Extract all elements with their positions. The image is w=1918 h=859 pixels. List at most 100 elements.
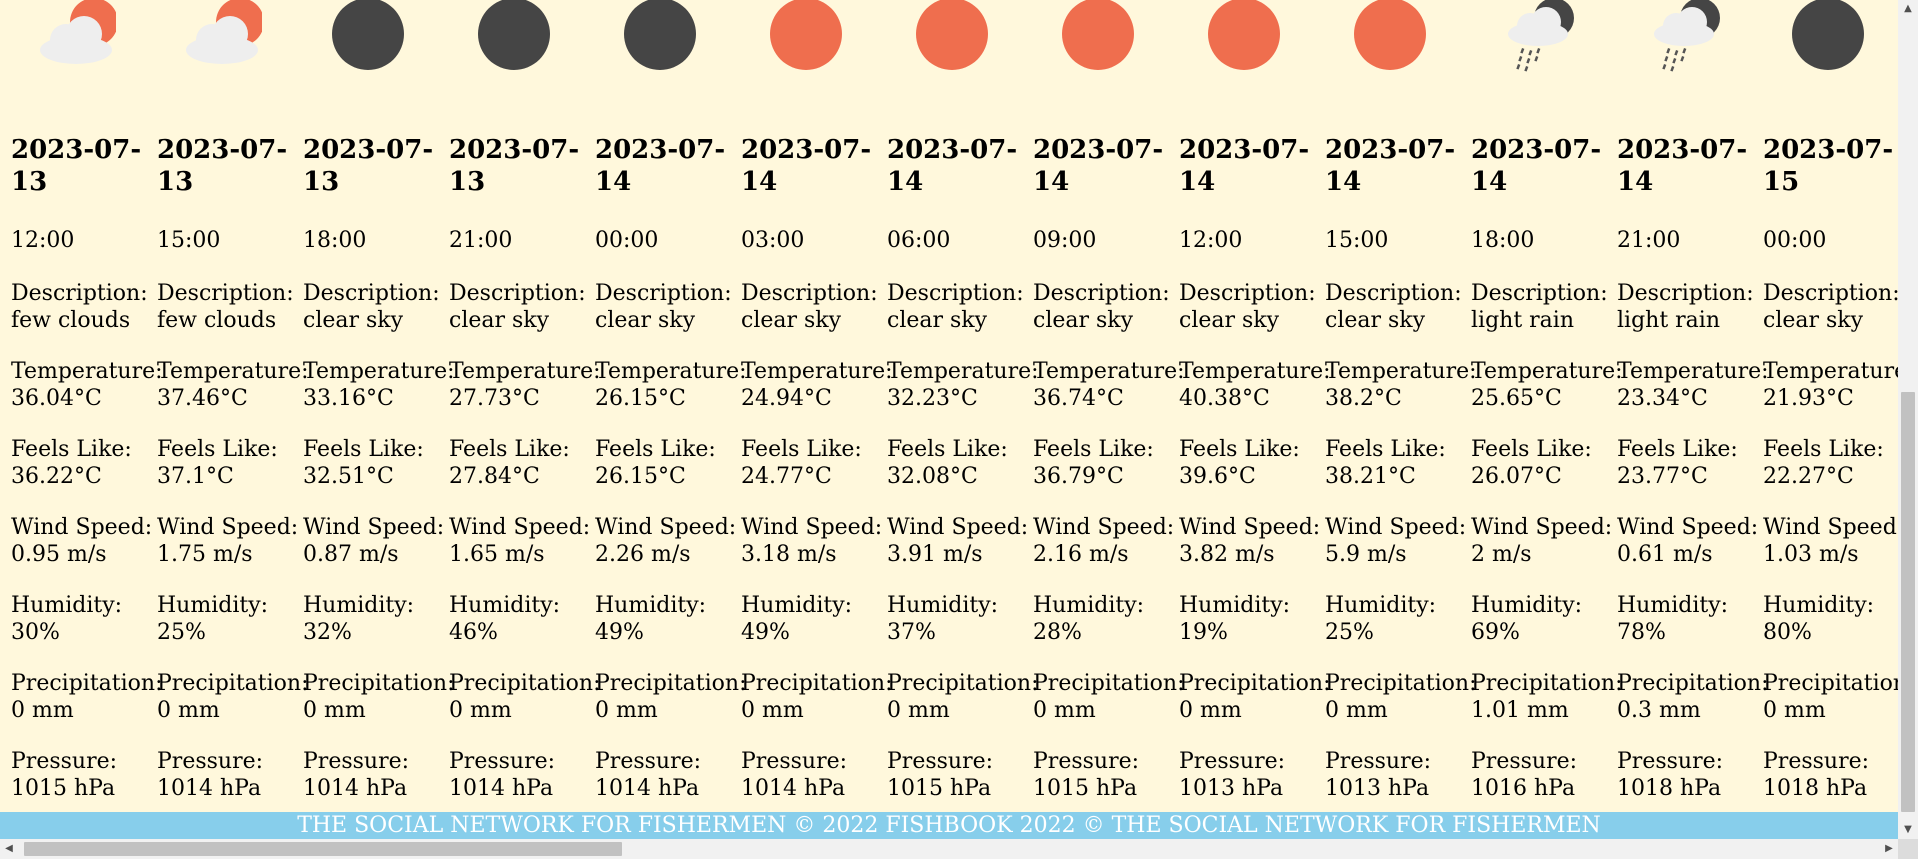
forecast-hum-label: Humidity: xyxy=(449,593,561,618)
forecast-feels-value: 27.84°C xyxy=(449,464,540,489)
forecast-wind-label: Wind Speed: xyxy=(449,515,591,540)
forecast-temp-value: 21.93°C xyxy=(1763,386,1854,411)
forecast-wind-label: Wind Speed: xyxy=(303,515,445,540)
forecast-desc-value: few clouds xyxy=(11,308,131,333)
forecast-precip-label: Precipitation: xyxy=(303,671,455,696)
forecast-feels-value: 36.79°C xyxy=(1033,464,1124,489)
forecast-feels-value: 37.1°C xyxy=(157,464,234,489)
forecast-temp: Temperature: 23.34°C xyxy=(1617,358,1769,412)
forecast-hum-label: Humidity: xyxy=(1033,593,1145,618)
forecast-desc-value: clear sky xyxy=(303,308,404,333)
forecast-precip-label: Precipitation: xyxy=(1763,671,1898,696)
forecast-hum: Humidity: 30% xyxy=(11,592,122,646)
forecast-precip: Precipitation:0 mm xyxy=(1325,670,1476,724)
vertical-scrollbar[interactable]: ▲ ▼ xyxy=(1898,0,1918,839)
scroll-left-arrow-icon[interactable]: ◀ xyxy=(5,843,13,854)
forecast-date: 2023-07-14 xyxy=(1179,135,1310,197)
forecast-time: 21:00 xyxy=(1617,228,1681,253)
forecast-hum: Humidity: 46% xyxy=(449,592,560,646)
forecast-precip-label: Precipitation: xyxy=(11,671,163,696)
forecast-hum: Humidity: 49% xyxy=(741,592,852,646)
forecast-temp: Temperature:21.93°C xyxy=(1763,358,1898,412)
forecast-wind-value: 3.18 m/s xyxy=(741,542,837,567)
forecast-hum-label: Humidity: xyxy=(1179,593,1291,618)
forecast-hum: Humidity: 37% xyxy=(887,592,998,646)
forecast-hum-value: 28% xyxy=(1033,620,1082,645)
forecast-wind: Wind Speed: 0.61 m/s xyxy=(1617,514,1758,568)
forecast-desc-label: Description: xyxy=(741,281,878,306)
forecast-feels: Feels Like: 32.51°C xyxy=(303,436,424,490)
forecast-feels: Feels Like: 32.08°C xyxy=(887,436,1008,490)
footer-text: THE SOCIAL NETWORK FOR FISHERMEN © 2022 … xyxy=(297,813,1601,838)
scroll-down-arrow-icon[interactable]: ▼ xyxy=(1904,824,1912,835)
forecast-wind-label: Wind Speed: xyxy=(1033,515,1175,540)
forecast-press-value: 1014 hPa xyxy=(303,776,408,801)
forecast-column: 2023-07-13 21:00 Description: clear sky Temp… xyxy=(438,0,601,812)
forecast-column: 2023-07-14 12:00 Description: clear sky Temp… xyxy=(1168,0,1331,812)
forecast-time: 03:00 xyxy=(741,228,805,253)
forecast-time: 06:00 xyxy=(887,228,951,253)
forecast-date: 2023-07-13 xyxy=(303,135,434,197)
forecast-desc-value: clear sky xyxy=(1763,308,1864,333)
forecast-desc: Description: clear sky xyxy=(741,280,878,334)
forecast-time: 18:00 xyxy=(303,228,367,253)
forecast-date: 2023-07-15 xyxy=(1763,135,1894,197)
forecast-wind-value: 0.95 m/s xyxy=(11,542,107,567)
forecast-column: 2023-07-13 18:00 Description: clear sky Temp… xyxy=(292,0,455,812)
forecast-temp-label: Temperature: xyxy=(1471,359,1623,384)
forecast-hum: Humidity: 49% xyxy=(595,592,706,646)
forecast-temp-value: 26.15°C xyxy=(595,386,686,411)
forecast-hum-label: Humidity: xyxy=(741,593,853,618)
forecast-precip-value: 0 mm xyxy=(887,698,950,723)
forecast-feels-value: 23.77°C xyxy=(1617,464,1708,489)
forecast-desc-value: clear sky xyxy=(1179,308,1280,333)
forecast-press: Pressure: 1014 hPa xyxy=(595,748,701,802)
vertical-scrollbar-thumb[interactable] xyxy=(1901,392,1915,812)
clear-sky-day-icon xyxy=(770,0,842,70)
forecast-press: Pressure: 1015 hPa xyxy=(887,748,993,802)
forecast-time: 12:00 xyxy=(11,228,75,253)
forecast-feels-label: Feels Like: xyxy=(303,437,424,462)
forecast-column: 2023-07-14 00:00 Description: clear sky Temp… xyxy=(584,0,747,812)
forecast-hum-value: 25% xyxy=(157,620,206,645)
forecast-precip-value: 0 mm xyxy=(157,698,220,723)
forecast-wind: Wind Speed: 2.16 m/s xyxy=(1033,514,1174,568)
forecast-temp-label: Temperature: xyxy=(449,359,601,384)
light-rain-night-icon xyxy=(1508,0,1574,72)
forecast-precip: Precipitation:0 mm xyxy=(303,670,454,724)
forecast-wind: Wind Speed: 2.26 m/s xyxy=(595,514,736,568)
forecast-hum-value: 19% xyxy=(1179,620,1228,645)
clear-sky-day-icon xyxy=(1062,0,1134,70)
forecast-press-value: 1015 hPa xyxy=(11,776,116,801)
horizontal-scrollbar-thumb[interactable] xyxy=(24,842,622,856)
forecast-press: Pressure: 1014 hPa xyxy=(303,748,409,802)
forecast-hum: Humidity: 25% xyxy=(1325,592,1436,646)
forecast-desc-value: clear sky xyxy=(887,308,988,333)
forecast-temp-label: Temperature: xyxy=(741,359,893,384)
forecast-desc-label: Description: xyxy=(1471,281,1608,306)
forecast-column: 2023-07-14 18:00 Description: light rain Tem… xyxy=(1460,0,1623,812)
forecast-press-value: 1014 hPa xyxy=(157,776,262,801)
forecast-precip: Precipitation:0 mm xyxy=(887,670,1038,724)
forecast-wind-value: 2.26 m/s xyxy=(595,542,691,567)
forecast-column: 2023-07-15 00:00 Description: clear sky Temp… xyxy=(1752,0,1898,812)
forecast-wind-label: Wind Speed: xyxy=(887,515,1029,540)
forecast-temp-label: Temperature: xyxy=(303,359,455,384)
forecast-wind: Wind Speed: 0.87 m/s xyxy=(303,514,444,568)
forecast-temp-label: Temperature: xyxy=(1179,359,1331,384)
forecast-precip-label: Precipitation: xyxy=(887,671,1039,696)
forecast-feels-label: Feels Like: xyxy=(11,437,132,462)
forecast-wind: Wind Speed: 3.82 m/s xyxy=(1179,514,1320,568)
scroll-right-arrow-icon[interactable]: ▶ xyxy=(1885,843,1893,854)
forecast-desc-label: Description: xyxy=(157,281,294,306)
forecast-time: 09:00 xyxy=(1033,228,1097,253)
horizontal-scrollbar[interactable]: ◀ ▶ xyxy=(0,839,1898,859)
few-clouds-day-icon xyxy=(186,0,262,64)
forecast-hum-value: 46% xyxy=(449,620,498,645)
forecast-temp: Temperature: 40.38°C xyxy=(1179,358,1331,412)
forecast-date: 2023-07-14 xyxy=(1617,135,1748,197)
scroll-up-arrow-icon[interactable]: ▲ xyxy=(1904,3,1912,14)
forecast-precip-value: 0.3 mm xyxy=(1617,698,1701,723)
forecast-precip-label: Precipitation: xyxy=(741,671,893,696)
forecast-temp-label: Temperature: xyxy=(11,359,163,384)
